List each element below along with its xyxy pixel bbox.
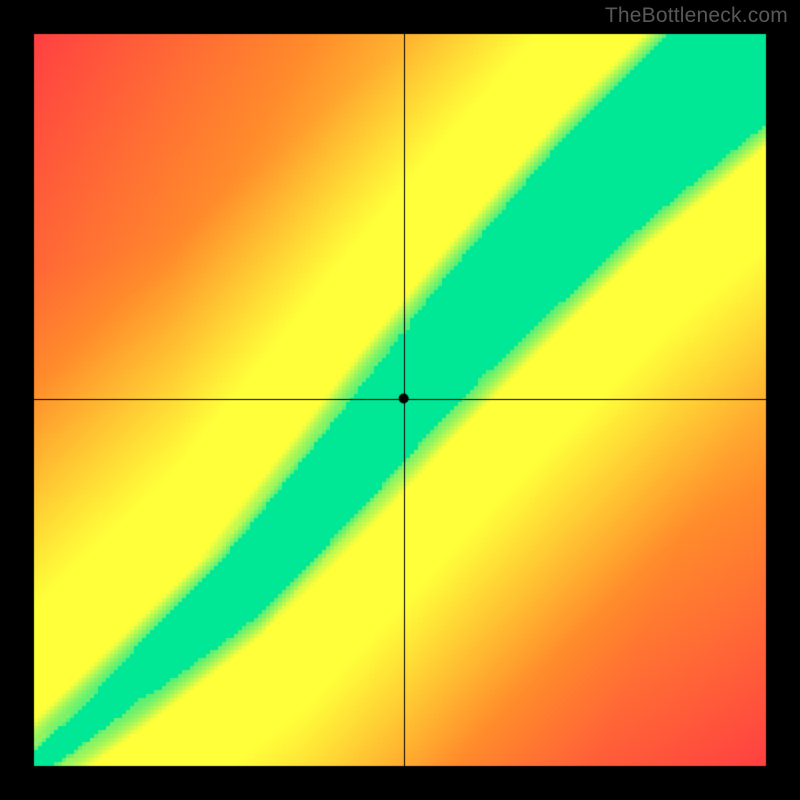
- watermark-text: TheBottleneck.com: [605, 4, 788, 28]
- chart-container: TheBottleneck.com: [0, 0, 800, 800]
- heatmap-canvas: [0, 0, 800, 800]
